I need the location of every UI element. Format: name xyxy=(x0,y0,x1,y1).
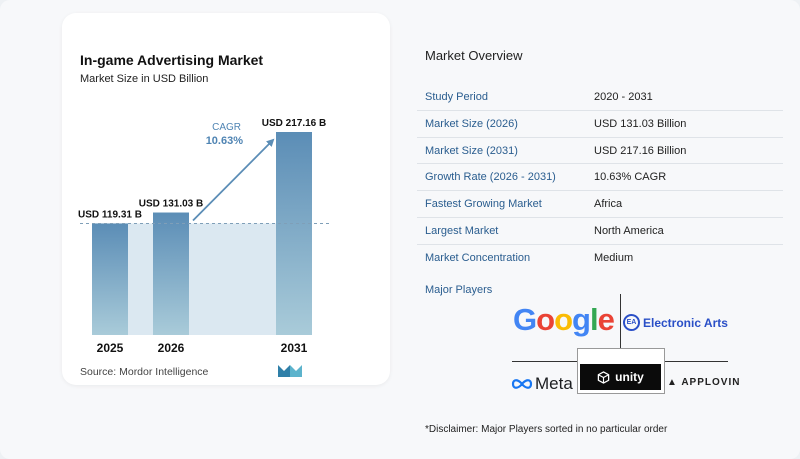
electronic-arts-label: Electronic Arts xyxy=(643,315,728,330)
overview-row-value: Africa xyxy=(594,198,623,211)
mordor-intelligence-logo-icon xyxy=(278,365,302,377)
overview-row-value: 2020 - 2031 xyxy=(594,91,653,103)
google-logo-letter: e xyxy=(597,302,615,337)
applovin-logo: ▲ APPLOVIN xyxy=(667,377,740,388)
overview-row-value: North America xyxy=(594,224,664,237)
overview-row: Study Period 2020 - 2031 xyxy=(417,84,783,111)
overview-row-label: Market Concentration xyxy=(425,251,531,264)
overview-row-label: Growth Rate (2026 - 2031) xyxy=(425,171,556,184)
overview-row-label: Largest Market xyxy=(425,224,499,237)
google-logo-letter: l xyxy=(589,302,599,337)
overview-row: Market Size (2031) USD 217.16 Billion xyxy=(417,138,783,165)
meta-label: Meta xyxy=(535,374,573,393)
overview-row: Market Concentration Medium xyxy=(417,245,783,272)
electronic-arts-logo: EA Electronic Arts xyxy=(623,314,728,331)
overview-row-value: Medium xyxy=(594,251,634,264)
overview-row: Growth Rate (2026 - 2031) 10.63% CAGR xyxy=(417,164,783,192)
chart-card xyxy=(62,13,390,385)
players-divider-vertical xyxy=(620,294,621,350)
google-logo-letter: G xyxy=(513,302,537,337)
applovin-chevron-icon: ▲ xyxy=(667,377,678,388)
meta-infinity-icon xyxy=(511,379,533,389)
applovin-label: APPLOVIN xyxy=(681,377,741,388)
google-logo-letter: g xyxy=(572,302,591,337)
google-logo: Google xyxy=(513,302,615,338)
major-players-title: Major Players xyxy=(425,284,493,296)
unity-logo: unity xyxy=(580,364,661,390)
unity-label: unity xyxy=(615,370,644,384)
overview-row: Fastest Growing Market Africa xyxy=(417,191,783,218)
chart-title: In-game Advertising Market xyxy=(80,52,264,68)
meta-logo: Meta xyxy=(511,374,573,394)
market-overview-title: Market Overview xyxy=(425,48,523,63)
market-overview-table: Study Period 2020 - 2031 Market Size (2026… xyxy=(417,84,783,272)
google-logo-letter: o xyxy=(536,302,555,337)
overview-row-value: USD 217.16 Billion xyxy=(594,144,687,157)
overview-row: Market Size (2026) USD 131.03 Billion xyxy=(417,111,783,138)
unity-cube-icon xyxy=(597,370,610,384)
overview-row-label: Study Period xyxy=(425,91,488,103)
overview-row-label: Market Size (2031) xyxy=(425,144,518,157)
disclaimer-note: *Disclaimer: Major Players sorted in no … xyxy=(425,424,668,435)
overview-row-label: Market Size (2026) xyxy=(425,117,518,130)
overview-row-value: 10.63% CAGR xyxy=(594,171,667,184)
ea-badge-icon: EA xyxy=(623,314,640,331)
overview-row-value: USD 131.03 Billion xyxy=(594,117,687,130)
source-note: Source: Mordor Intelligence xyxy=(80,366,209,378)
google-logo-letter: o xyxy=(554,302,573,337)
chart-subtitle: Market Size in USD Billion xyxy=(80,73,209,85)
overview-row-label: Fastest Growing Market xyxy=(425,198,542,211)
overview-row: Largest Market North America xyxy=(417,218,783,245)
